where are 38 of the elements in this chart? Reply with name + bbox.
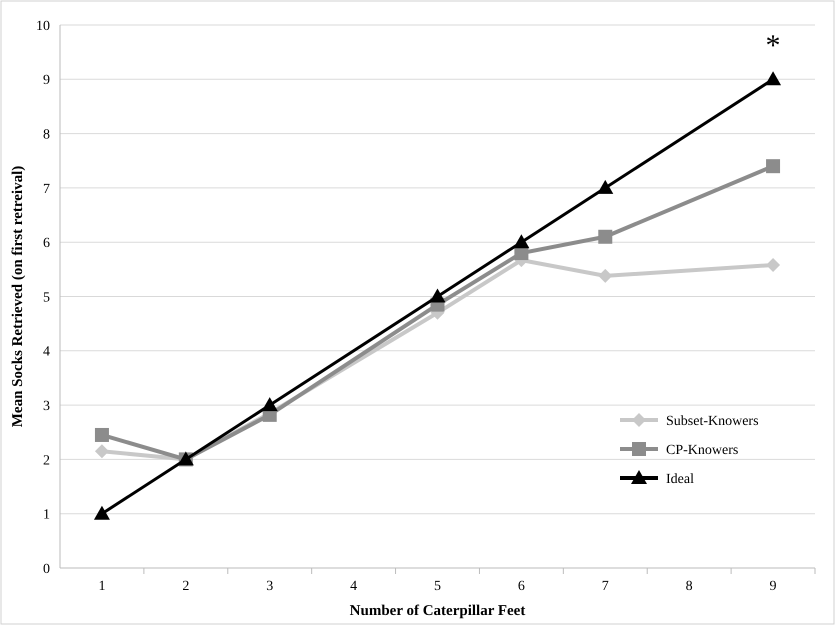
- x-tick-label: 5: [434, 579, 441, 594]
- x-tick-label: 3: [266, 579, 274, 594]
- legend-label: CP-Knowers: [666, 442, 738, 458]
- annotation: *: [766, 29, 781, 62]
- legend-label: Subset-Knowers: [666, 414, 759, 429]
- point: [598, 230, 612, 244]
- y-tick-label: 0: [43, 562, 50, 577]
- x-axis-title: Number of Caterpillar Feet: [350, 603, 526, 619]
- point: [94, 506, 110, 520]
- y-tick-label: 6: [43, 236, 50, 252]
- point: [513, 234, 530, 248]
- point: [430, 288, 446, 302]
- x-tick-label: 7: [602, 579, 609, 594]
- point: [766, 159, 780, 174]
- point: [765, 71, 782, 86]
- y-tick-label: 1: [43, 508, 50, 523]
- point: [94, 428, 109, 442]
- x-tick-label: 9: [770, 579, 777, 594]
- x-tick-label: 6: [518, 579, 525, 594]
- point: [597, 180, 614, 194]
- y-tick-label: 9: [43, 73, 50, 88]
- y-tick-label: 7: [43, 182, 50, 197]
- x-tick-label: 2: [182, 579, 190, 594]
- legend-label: Ideal: [666, 472, 694, 487]
- y-tick-label: 8: [43, 128, 50, 142]
- x-tick-label: 1: [98, 579, 106, 594]
- y-tick-label: 10: [36, 18, 50, 34]
- point: [94, 444, 109, 458]
- y-tick-label: 5: [43, 290, 50, 306]
- y-tick-label: 2: [43, 453, 50, 468]
- y-tick-label: 4: [43, 344, 50, 360]
- y-tick-label: 3: [43, 399, 50, 414]
- y-axis-title: Mean Socks Retrieved (on first retreival): [10, 166, 26, 428]
- x-tick-label: 8: [686, 579, 693, 594]
- point: [598, 268, 612, 283]
- x-tick-label: 4: [350, 579, 358, 594]
- point: [766, 258, 780, 272]
- point: [262, 397, 278, 412]
